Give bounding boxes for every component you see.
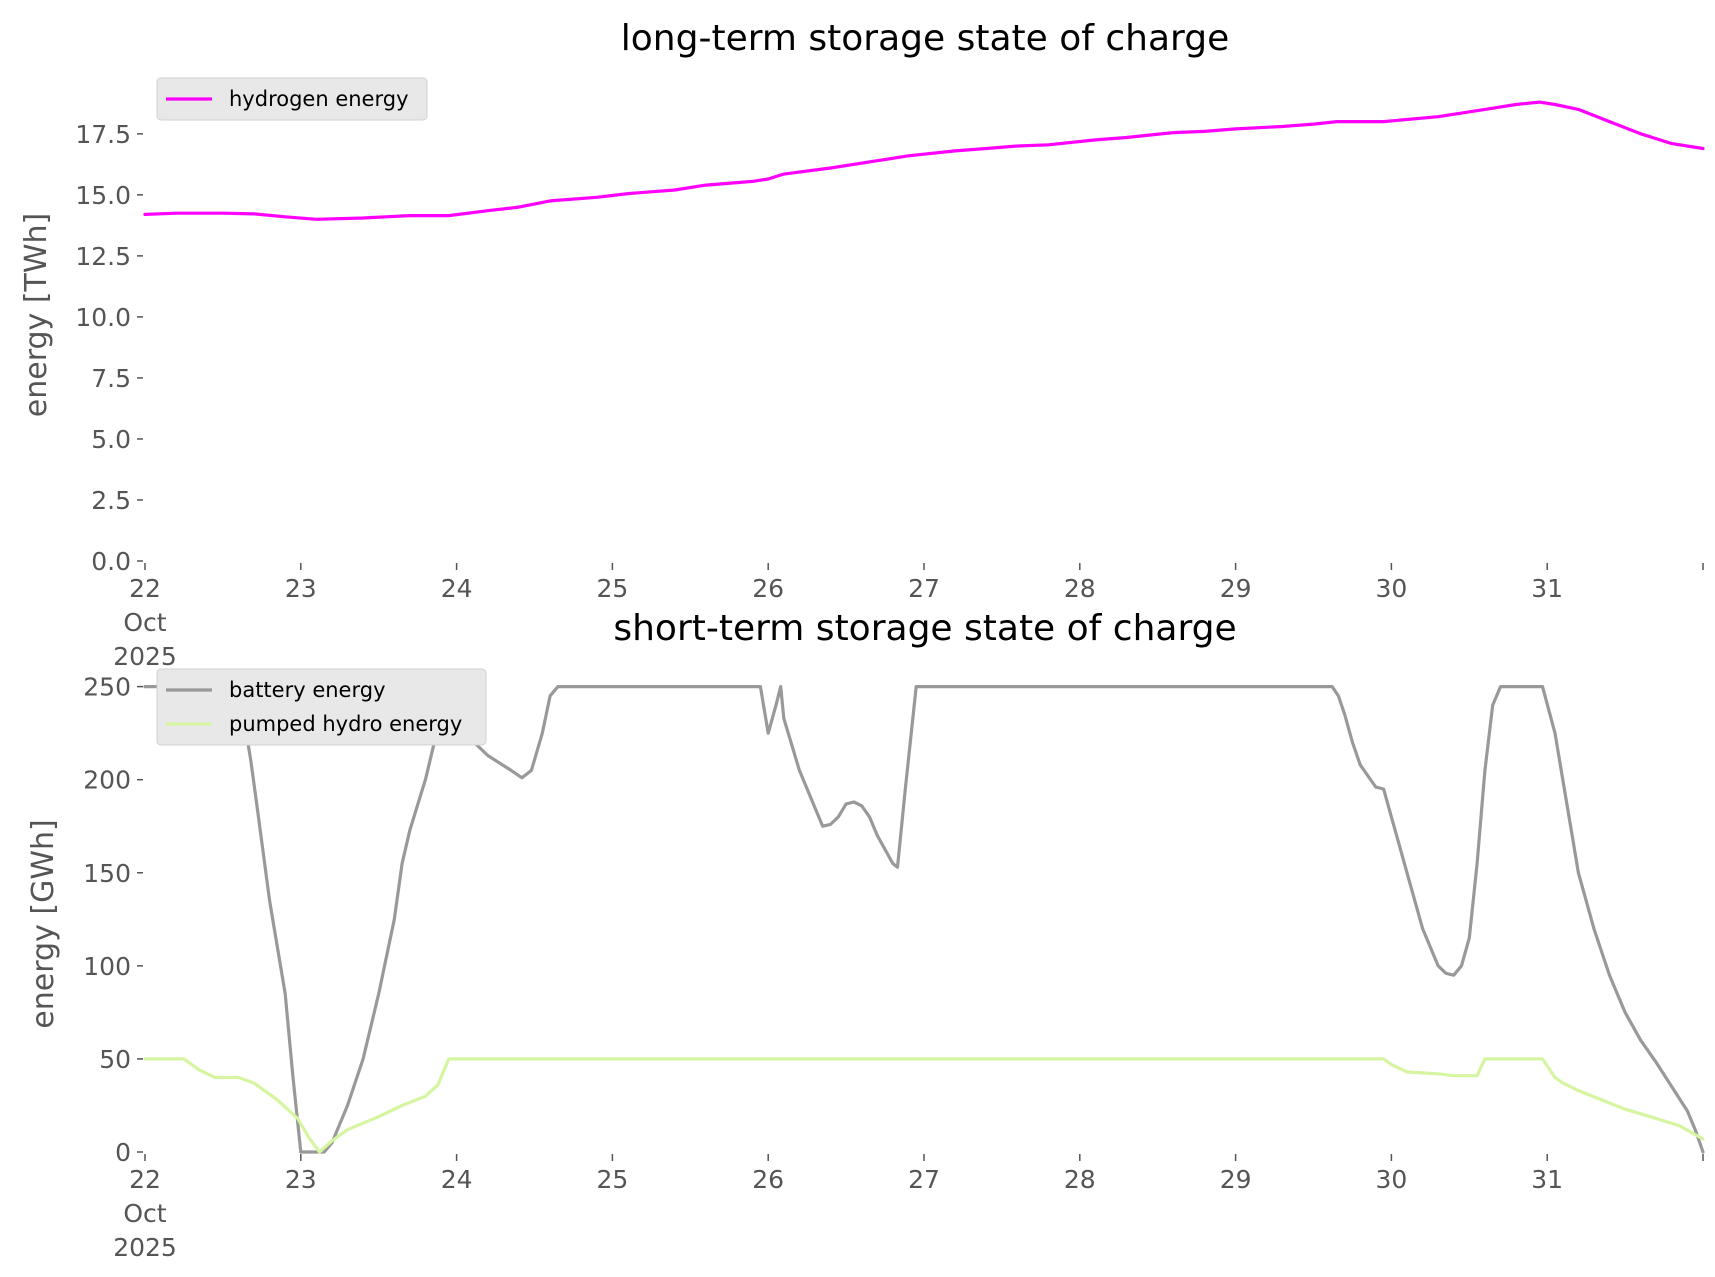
y-tick-label: 10.0 (75, 303, 131, 332)
x-tick-label: 26 (752, 1165, 784, 1194)
long-term-storage-chart: long-term storage state of charge energy… (19, 18, 1705, 671)
x-tick-label: 22 (129, 1165, 161, 1194)
x-tick-label: 23 (285, 574, 317, 603)
x-tick-sublabel: Oct (123, 608, 166, 637)
y-tick-label: 12.5 (75, 242, 131, 271)
series-line-hydrogen-energy (143, 100, 1705, 221)
x-tick-label: 22 (129, 574, 161, 603)
series-lines (143, 684, 1705, 1154)
x-tick-label: 31 (1531, 1165, 1563, 1194)
y-tick-label: 2.5 (91, 486, 131, 515)
x-tick-label: 30 (1375, 1165, 1407, 1194)
x-tick-label: 27 (908, 574, 940, 603)
legend-label: hydrogen energy (229, 87, 409, 111)
legend-label: pumped hydro energy (229, 712, 462, 736)
legend-box (156, 77, 428, 121)
y-tick-label: 15.0 (75, 181, 131, 210)
short-term-storage-chart: short-term storage state of charge energ… (26, 608, 1705, 1262)
series-lines (143, 100, 1705, 221)
x-tick-label: 26 (752, 574, 784, 603)
x-tick-label: 25 (596, 1165, 628, 1194)
y-ticks: 0.0 2.5 5.0 7.5 10.0 12.5 15.0 17.5 (75, 120, 143, 576)
y-tick-label: 0 (115, 1138, 131, 1167)
y-tick-label: 5.0 (91, 425, 131, 454)
y-tick-label: 250 (83, 673, 131, 702)
x-tick-label: 23 (285, 1165, 317, 1194)
y-tick-label: 50 (99, 1045, 131, 1074)
y-tick-label: 0.0 (91, 547, 131, 576)
x-tick-label: 27 (908, 1165, 940, 1194)
y-ticks: 0 50 100 150 200 250 (83, 673, 143, 1167)
series-line-battery-energy (143, 684, 1705, 1154)
x-tick-label: 28 (1064, 1165, 1096, 1194)
x-tick-label: 31 (1531, 574, 1563, 603)
y-tick-label: 200 (83, 766, 131, 795)
legend: hydrogen energy (156, 77, 428, 121)
legend: battery energy pumped hydro energy (156, 668, 487, 746)
chart-title: short-term storage state of charge (613, 608, 1236, 649)
legend-label: battery energy (229, 678, 386, 702)
y-tick-label: 150 (83, 859, 131, 888)
y-tick-label: 17.5 (75, 120, 131, 149)
y-axis-label: energy [GWh] (26, 819, 61, 1028)
y-tick-label: 7.5 (91, 364, 131, 393)
x-tick-label: 29 (1220, 1165, 1252, 1194)
y-tick-label: 100 (83, 952, 131, 981)
x-tick-label: 24 (441, 574, 473, 603)
series-line-pumped-hydro-energy (143, 1057, 1705, 1154)
chart-title: long-term storage state of charge (621, 18, 1229, 59)
x-tick-sublabel: 2025 (113, 642, 177, 671)
x-ticks: 22 Oct 2025 23 24 25 26 27 28 29 30 31 (113, 563, 1704, 671)
x-tick-label: 29 (1220, 574, 1252, 603)
x-ticks: 22 Oct 2025 23 24 25 26 27 28 29 30 31 (113, 1154, 1704, 1262)
x-tick-label: 28 (1064, 574, 1096, 603)
x-tick-sublabel: 2025 (113, 1233, 177, 1262)
x-tick-sublabel: Oct (123, 1199, 166, 1228)
x-tick-label: 30 (1375, 574, 1407, 603)
legend-box (156, 668, 487, 746)
x-tick-label: 25 (596, 574, 628, 603)
x-tick-label: 24 (441, 1165, 473, 1194)
y-axis-label: energy [TWh] (19, 213, 54, 417)
